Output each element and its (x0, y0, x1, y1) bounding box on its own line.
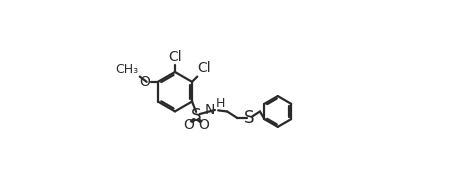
Text: H: H (216, 97, 225, 110)
Text: O: O (183, 118, 194, 132)
Text: N: N (205, 103, 215, 117)
Text: O: O (139, 75, 150, 89)
Text: S: S (191, 107, 202, 125)
Text: CH₃: CH₃ (116, 63, 139, 76)
Text: O: O (198, 118, 209, 132)
Text: S: S (243, 109, 254, 127)
Text: Cl: Cl (168, 50, 182, 64)
Text: Cl: Cl (197, 61, 211, 75)
